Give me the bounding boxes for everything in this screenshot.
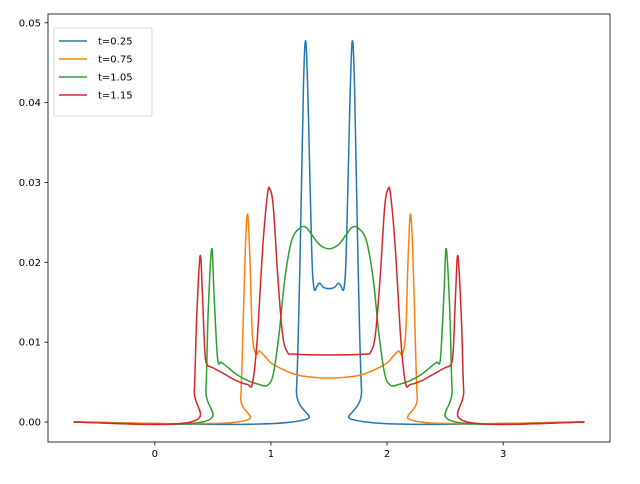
y-tick-label: 0.00 [19,418,41,429]
y-tick-label: 0.04 [19,98,41,109]
legend-box [53,27,153,117]
y-tick-label: 0.05 [19,18,41,29]
x-tick-label: 0 [152,449,158,460]
axes-frame [47,13,611,443]
series-line-t=0.25 [73,40,585,426]
y-tick-label: 0.03 [19,178,41,189]
legend-label: t=1.15 [98,91,133,102]
y-axis: 0.00 0.01 0.02 0.03 0.04 0.05 [19,18,48,429]
legend: t=0.25 t=0.75 t=1.05 t=1.15 [53,27,153,117]
legend-label: t=0.75 [98,55,133,66]
y-tick-label: 0.02 [19,258,41,269]
legend-label: t=0.25 [98,37,133,48]
x-tick-label: 1 [268,449,274,460]
x-tick-label: 2 [384,449,390,460]
series-line-t=0.75 [73,213,585,425]
series-line-t=1.15 [73,186,585,426]
plot-lines [73,40,585,426]
y-tick-label: 0.01 [19,338,41,349]
series-line-t=1.05 [73,225,585,426]
x-tick-label: 3 [500,449,506,460]
x-axis: 0 1 2 3 [152,442,506,460]
legend-label: t=1.05 [98,73,133,84]
